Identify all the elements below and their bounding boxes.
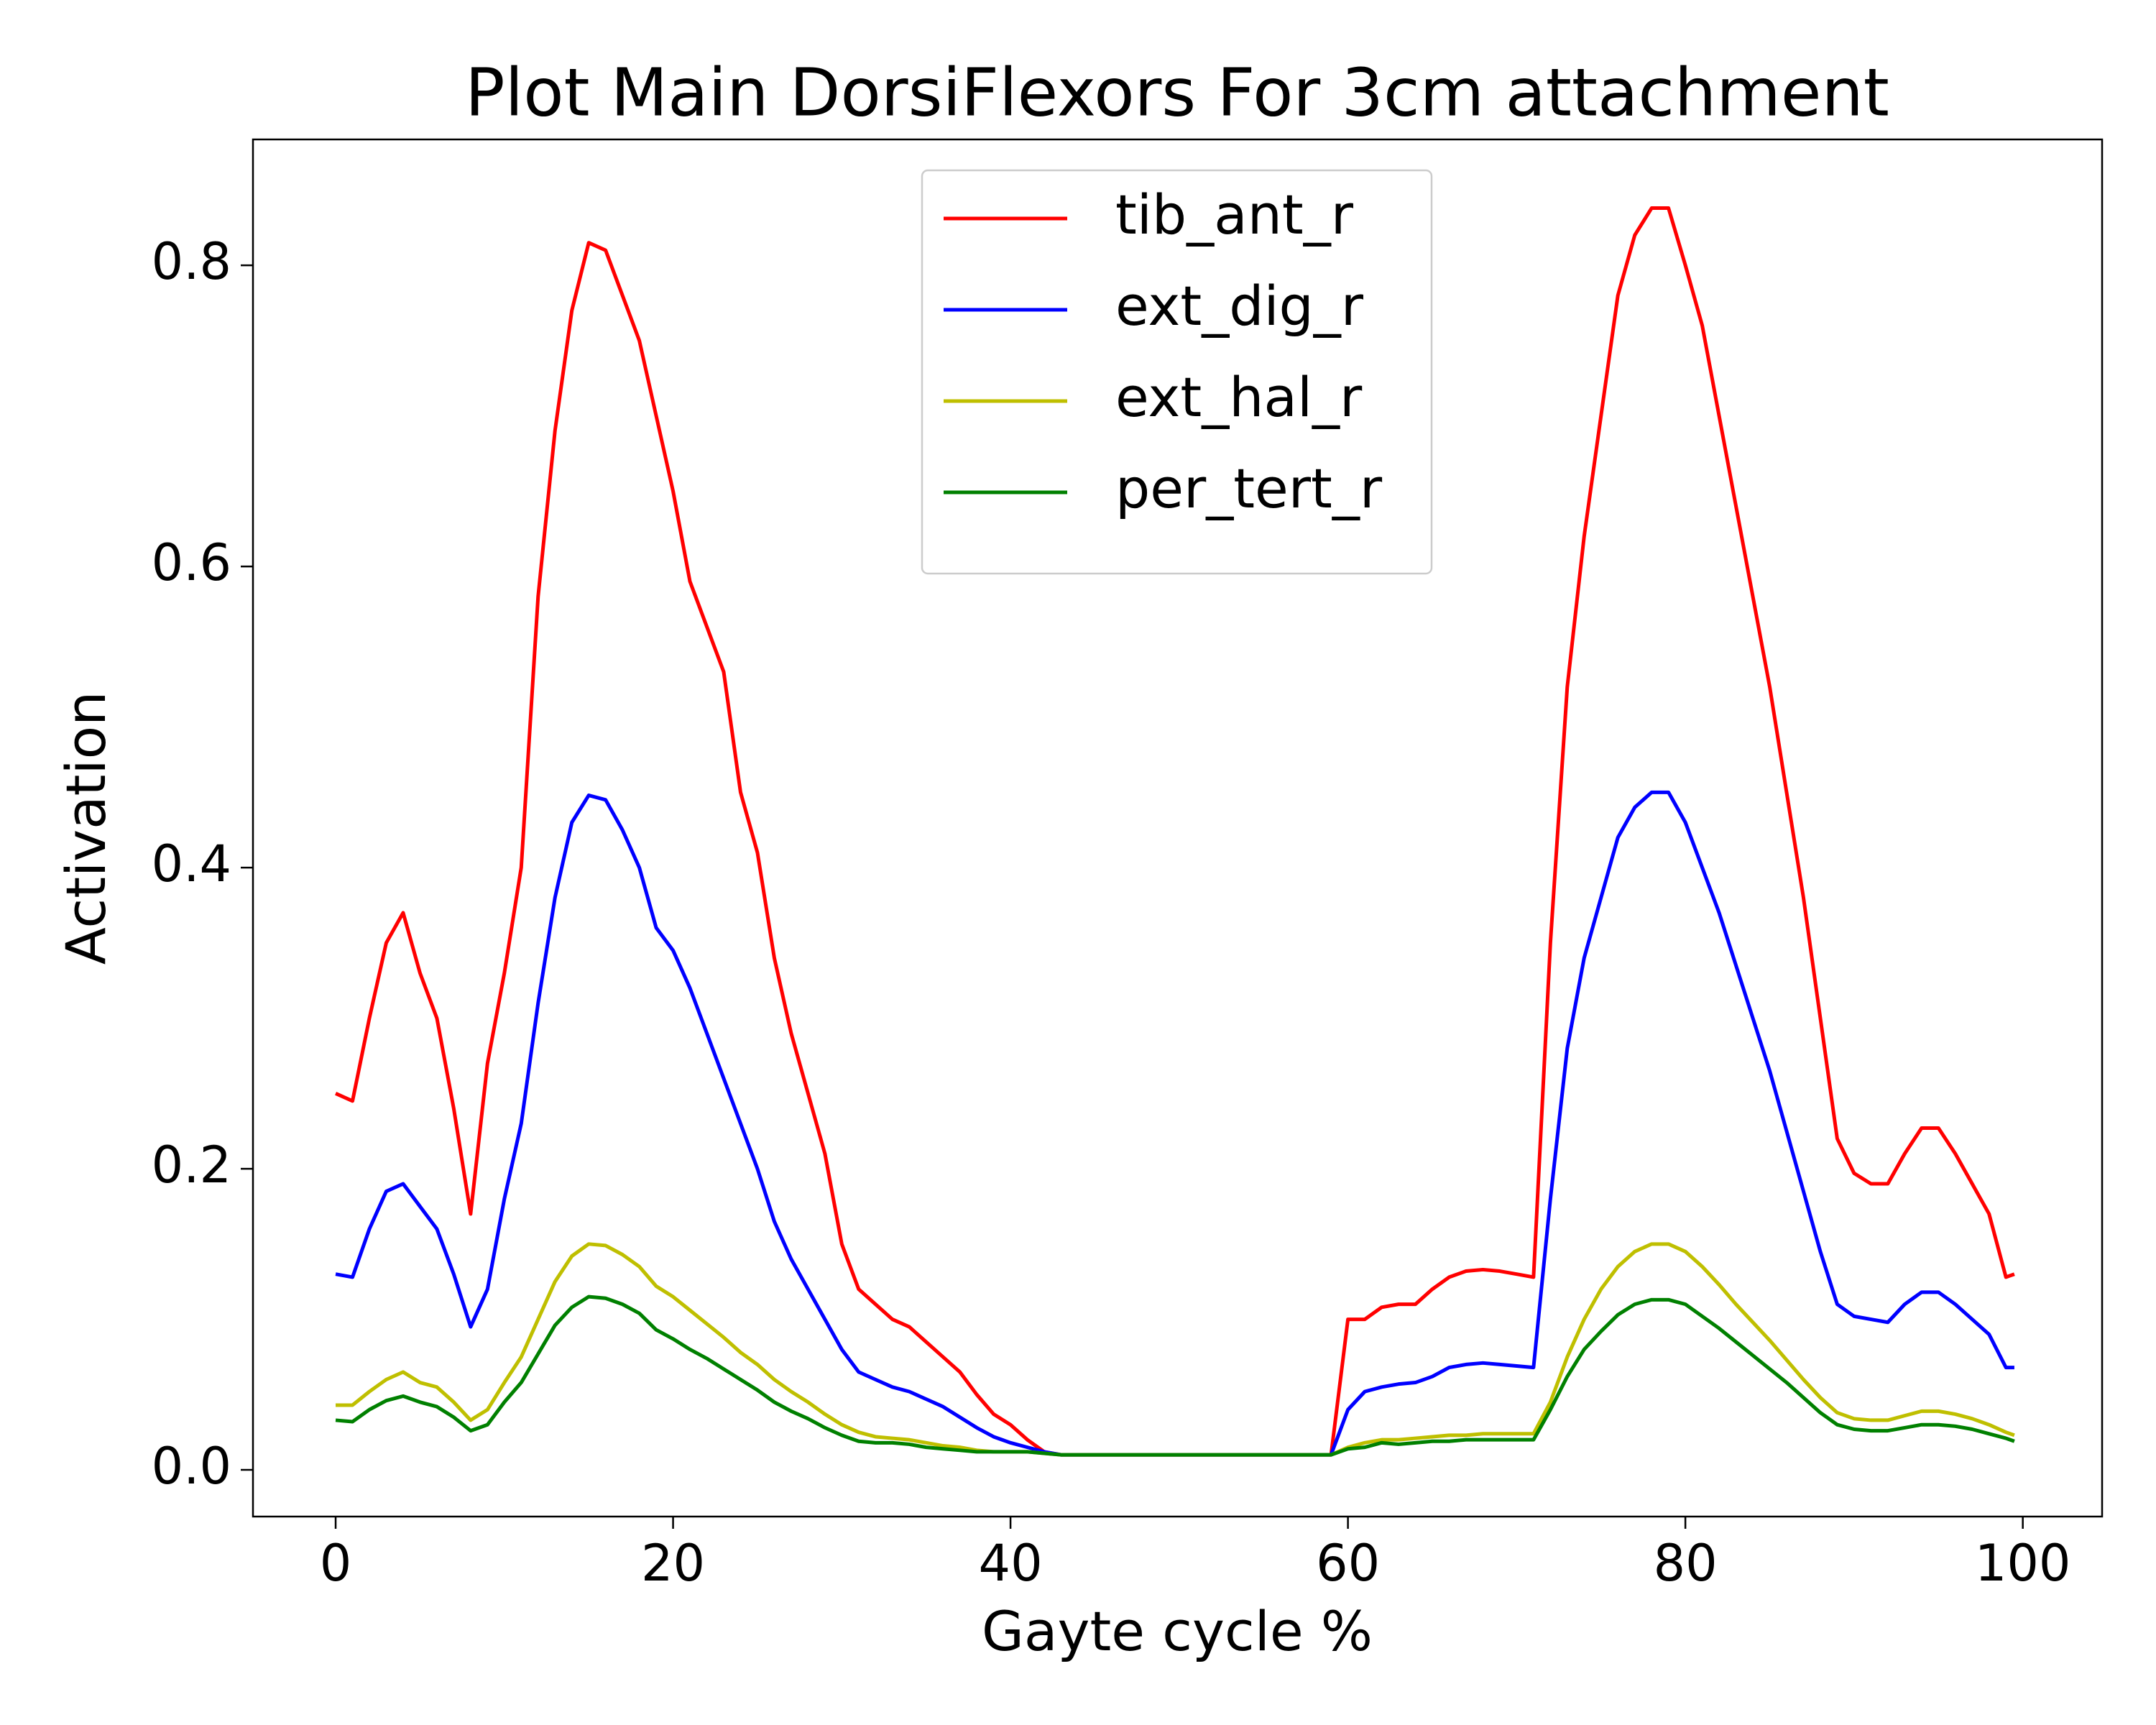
x-tick-label: 60 xyxy=(1316,1534,1380,1593)
series-line xyxy=(335,1294,2015,1457)
legend-label: tib_ant_r xyxy=(1115,183,1354,247)
y-tick-label: 0.6 xyxy=(152,533,231,592)
x-tick-label: 0 xyxy=(320,1534,352,1593)
x-axis-label: Gayte cycle % xyxy=(982,1599,1373,1663)
legend-label: per_tert_r xyxy=(1115,456,1383,520)
x-tick-label: 100 xyxy=(1975,1534,2071,1593)
y-tick-label: 0.2 xyxy=(152,1136,231,1195)
legend-label: ext_hal_r xyxy=(1115,365,1363,429)
plot-frame xyxy=(252,138,2104,1518)
x-tick-label: 40 xyxy=(979,1534,1043,1593)
y-axis-label: Activation xyxy=(54,691,118,965)
y-tick-label: 0.0 xyxy=(152,1437,231,1496)
y-tick-label: 0.8 xyxy=(152,232,231,291)
legend-label: ext_dig_r xyxy=(1115,274,1364,338)
x-tick-label: 20 xyxy=(641,1534,705,1593)
x-tick-label: 80 xyxy=(1654,1534,1718,1593)
chart-title: Plot Main DorsiFlexors For 3cm attachmen… xyxy=(465,54,1889,131)
legend-box xyxy=(921,169,1433,575)
y-tick-label: 0.4 xyxy=(152,834,231,893)
